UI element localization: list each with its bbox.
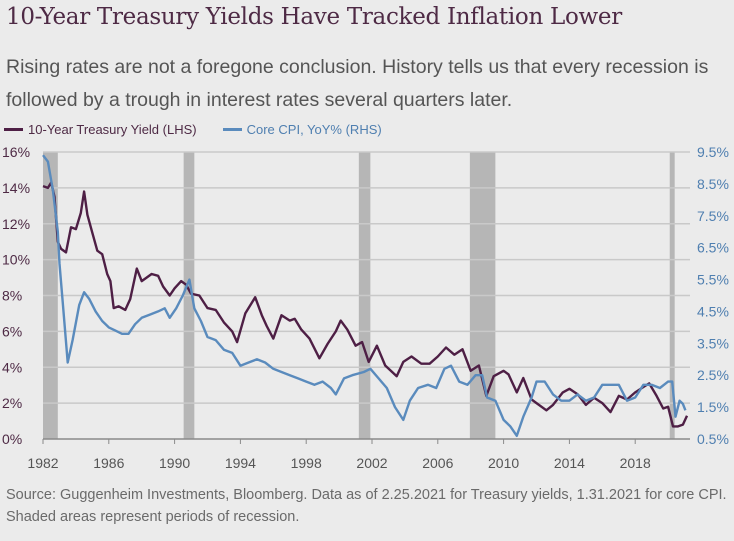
legend-label-cpi: Core CPI, YoY% (RHS) — [246, 122, 382, 137]
y-tick-label-right: 1.5% — [697, 399, 729, 415]
source-footnote: Source: Guggenheim Investments, Bloomber… — [6, 487, 727, 525]
gridlines — [43, 151, 690, 440]
y-tick-label-right: 2.5% — [697, 367, 729, 383]
x-tick-label: 1994 — [225, 455, 256, 471]
y-tick-label-left: 6% — [2, 323, 22, 339]
y-tick-label-right: 4.5% — [697, 303, 729, 319]
y-tick-label-right: 6.5% — [697, 240, 729, 256]
legend-swatch-treasury — [4, 128, 23, 131]
x-tick-label: 1986 — [93, 455, 124, 471]
y-tick-label-left: 2% — [2, 395, 22, 411]
chart-title: 10-Year Treasury Yields Have Tracked Inf… — [6, 4, 622, 30]
axis-ticks: 16% 14% 12% 10% 8% 6% 4% 2% 0% 9.5% 8.5% 7.5% 6.5% 5.… — [2, 144, 729, 471]
legend-item-treasury: 10-Year Treasury Yield (LHS) — [4, 122, 197, 137]
y-tick-label-right: 9.5% — [697, 144, 729, 160]
y-tick-label-right: 8.5% — [697, 176, 729, 192]
x-tick-label: 2006 — [422, 455, 453, 471]
y-tick-label-left: 10% — [2, 252, 30, 268]
legend-label-treasury: 10-Year Treasury Yield (LHS) — [28, 122, 197, 137]
y-tick-label-left: 0% — [2, 431, 22, 447]
series-lines — [42, 154, 689, 437]
x-tick-label: 2018 — [620, 455, 651, 471]
y-tick-label-right: 7.5% — [697, 208, 729, 224]
legend-swatch-cpi — [222, 128, 242, 131]
x-tick-label: 1998 — [291, 455, 322, 471]
y-tick-label-right: 0.5% — [697, 431, 729, 447]
legend: 10-Year Treasury Yield (LHS) Core CPI, Y… — [4, 122, 382, 137]
x-tick-label: 1990 — [159, 455, 190, 471]
x-tick-label: 2014 — [554, 455, 585, 471]
x-tick-label: 1982 — [27, 455, 58, 471]
legend-item-cpi: Core CPI, YoY% (RHS) — [222, 122, 382, 137]
y-tick-label-left: 4% — [2, 359, 22, 375]
core-cpi-line — [42, 154, 687, 437]
x-tick-label: 2002 — [356, 455, 387, 471]
x-tick-label: 2010 — [488, 455, 519, 471]
treasury-yield-line — [42, 181, 689, 428]
y-tick-label-left: 14% — [2, 180, 30, 196]
y-tick-label-right: 5.5% — [697, 272, 729, 288]
y-tick-label-left: 12% — [2, 216, 30, 232]
chart-subtitle: Rising rates are not a foregone conclusi… — [6, 56, 709, 111]
y-tick-label-right: 3.5% — [697, 335, 729, 351]
y-tick-label-left: 8% — [2, 288, 22, 304]
y-tick-label-left: 16% — [2, 144, 30, 160]
